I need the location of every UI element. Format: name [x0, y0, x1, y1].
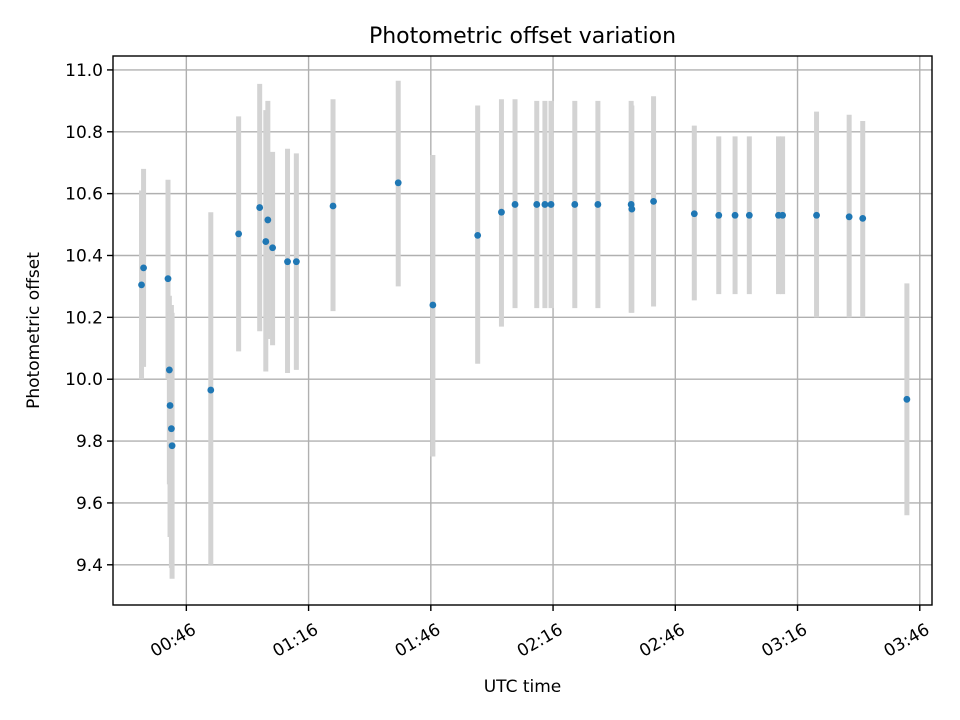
x-tick-label: 01:46	[392, 620, 444, 662]
data-point	[533, 201, 541, 208]
y-tick-label: 10.4	[65, 246, 103, 266]
data-point	[168, 425, 175, 433]
data-point	[903, 395, 911, 403]
y-tick-label: 10.8	[65, 123, 103, 143]
chart-title: Photometric offset variation	[369, 24, 676, 49]
data-point	[845, 213, 853, 221]
y-tick-label: 10.0	[65, 370, 103, 390]
data-point	[541, 201, 549, 208]
data-point	[140, 264, 147, 272]
x-tick-label: 02:16	[514, 620, 566, 662]
data-point	[164, 275, 172, 283]
data-point	[262, 238, 270, 245]
data-point	[745, 211, 753, 219]
x-tick-label: 02:46	[636, 620, 688, 662]
data-point	[264, 216, 272, 224]
data-point	[284, 258, 291, 266]
y-tick-label: 9.6	[76, 494, 103, 514]
data-point	[859, 214, 867, 222]
y-tick-label: 10.2	[65, 308, 103, 328]
grid-layer	[113, 56, 932, 605]
x-tick-label: 00:46	[147, 620, 199, 662]
y-tick-label: 9.4	[76, 556, 103, 576]
data-point	[138, 281, 145, 289]
data-point	[547, 201, 555, 208]
y-axis-label: Photometric offset	[24, 252, 44, 409]
x-tick-label: 03:16	[758, 620, 810, 662]
data-points	[138, 179, 911, 450]
data-point	[429, 301, 437, 309]
x-tick-label: 03:46	[881, 620, 933, 662]
data-point	[168, 442, 176, 450]
x-tick-label: 01:16	[269, 620, 321, 662]
error-bars	[139, 80, 910, 579]
data-point	[394, 179, 402, 187]
data-point	[165, 366, 173, 374]
data-point	[474, 231, 482, 239]
y-tick-label: 10.6	[65, 185, 103, 205]
data-point	[498, 208, 505, 216]
data-point	[166, 402, 174, 409]
data-point	[650, 197, 657, 205]
data-point	[329, 202, 337, 210]
data-point	[256, 204, 264, 211]
data-point	[235, 230, 243, 238]
data-point	[269, 244, 276, 252]
data-point	[715, 211, 723, 219]
data-point	[207, 386, 215, 394]
data-point	[628, 205, 636, 213]
y-tick-label: 9.8	[76, 432, 103, 452]
data-point	[779, 211, 786, 219]
x-axis-label: UTC time	[484, 677, 562, 697]
data-point	[594, 201, 602, 208]
data-point	[511, 201, 519, 208]
y-tick-label: 11.0	[65, 61, 103, 81]
data-point	[813, 211, 820, 219]
plot-frame	[112, 55, 933, 606]
data-point	[690, 210, 698, 218]
data-point	[571, 201, 579, 208]
data-point	[731, 211, 739, 219]
data-point	[292, 258, 300, 266]
